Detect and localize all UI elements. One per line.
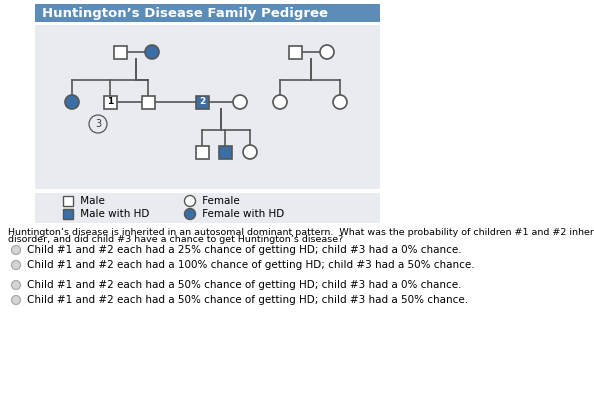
- Text: Male: Male: [77, 196, 105, 206]
- Text: 2: 2: [199, 98, 205, 107]
- Circle shape: [185, 208, 195, 219]
- Bar: [63, 209, 73, 219]
- Text: Male with HD: Male with HD: [77, 209, 149, 219]
- Text: Huntington’s Disease Family Pedigree: Huntington’s Disease Family Pedigree: [42, 7, 328, 20]
- Text: Child #1 and #2 each had a 25% chance of getting HD; child #3 had a 0% chance.: Child #1 and #2 each had a 25% chance of…: [27, 245, 462, 255]
- Circle shape: [243, 145, 257, 159]
- Text: Female: Female: [199, 196, 240, 206]
- Bar: [289, 46, 302, 59]
- Text: disorder, and did child #3 have a chance to get Huntington’s disease?: disorder, and did child #3 have a chance…: [8, 235, 343, 244]
- Circle shape: [145, 45, 159, 59]
- Circle shape: [320, 45, 334, 59]
- Circle shape: [273, 95, 287, 109]
- Circle shape: [185, 195, 195, 206]
- Bar: [141, 96, 154, 109]
- Text: Child #1 and #2 each had a 100% chance of getting HD; child #3 had a 50% chance.: Child #1 and #2 each had a 100% chance o…: [27, 260, 475, 270]
- Bar: [219, 145, 232, 158]
- Bar: [195, 145, 208, 158]
- Bar: [63, 196, 73, 206]
- Bar: [103, 96, 116, 109]
- Circle shape: [233, 95, 247, 109]
- FancyBboxPatch shape: [35, 193, 380, 223]
- Text: 1: 1: [107, 98, 113, 107]
- Circle shape: [11, 260, 21, 269]
- Text: Huntington’s disease is inherited in an autosomal dominant pattern.  What was th: Huntington’s disease is inherited in an …: [8, 228, 594, 237]
- Text: Child #1 and #2 each had a 50% chance of getting HD; child #3 had a 50% chance.: Child #1 and #2 each had a 50% chance of…: [27, 295, 468, 305]
- Circle shape: [11, 245, 21, 254]
- Circle shape: [65, 95, 79, 109]
- Circle shape: [333, 95, 347, 109]
- Text: Child #1 and #2 each had a 50% chance of getting HD; child #3 had a 0% chance.: Child #1 and #2 each had a 50% chance of…: [27, 280, 462, 290]
- Circle shape: [11, 295, 21, 304]
- FancyBboxPatch shape: [35, 4, 380, 22]
- Text: 3: 3: [95, 119, 101, 129]
- Circle shape: [11, 280, 21, 289]
- Text: Female with HD: Female with HD: [199, 209, 285, 219]
- Bar: [113, 46, 127, 59]
- FancyBboxPatch shape: [35, 25, 380, 189]
- Bar: [195, 96, 208, 109]
